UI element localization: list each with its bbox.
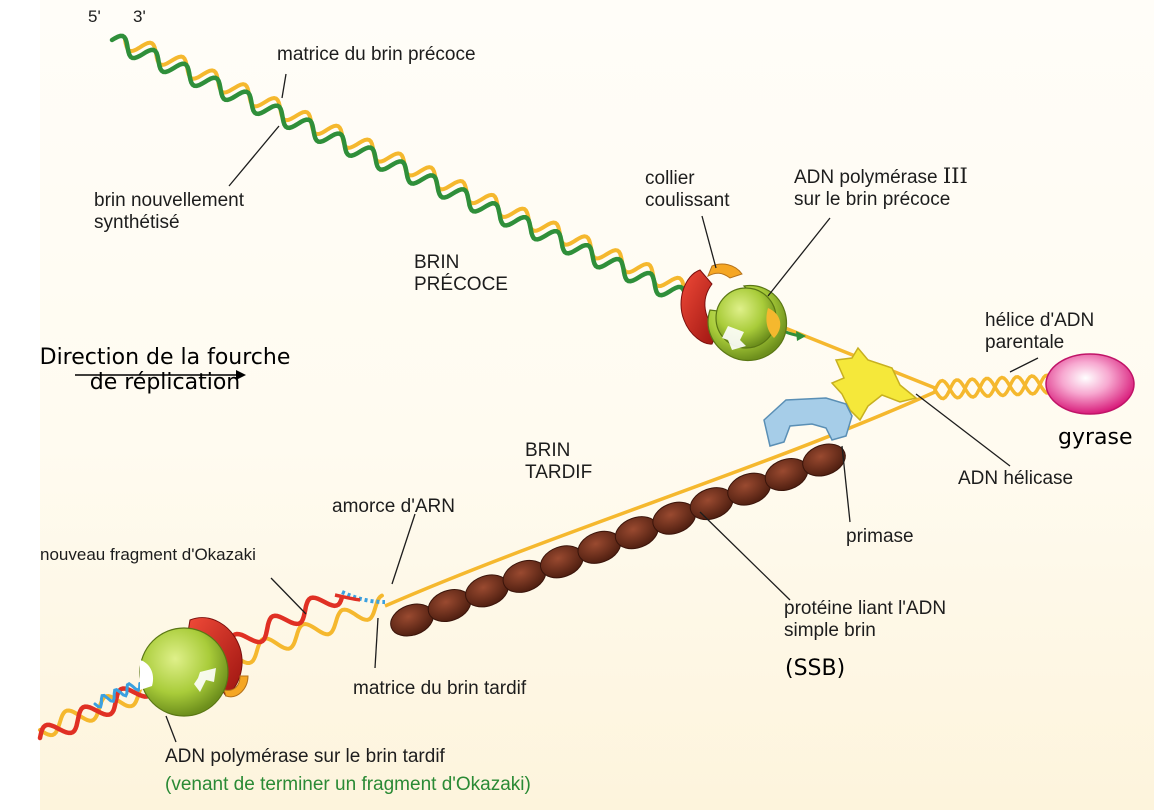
left-margin	[0, 0, 40, 810]
direction-line2: de réplication	[89, 370, 241, 396]
matrice-precoce-label: matrice du brin précoce	[277, 44, 476, 65]
direction-line1: Direction de la fourche	[39, 345, 291, 370]
parental-strand-b	[933, 374, 1053, 400]
polymerase-iii-label: ADN polymérase III sur le brin précoce	[794, 164, 968, 211]
okazaki-label: nouveau fragment d'Okazaki	[40, 545, 256, 564]
ssb-label: protéine liant l'ADN simple brin	[784, 598, 946, 642]
lagging-template-arm	[384, 390, 936, 608]
five-prime-label: 5'	[88, 7, 101, 26]
brin-tardif-line1: BRIN	[525, 440, 571, 461]
ssb-abbr-label: (SSB)	[785, 656, 846, 681]
parental-helix	[933, 373, 1053, 401]
ssb-line2: simple brin	[784, 619, 876, 641]
brin-precoce-label: BRIN PRÉCOCE	[414, 252, 508, 296]
direction-label: Direction de la fourche de réplication	[4, 345, 326, 396]
amorce-label: amorce d'ARN	[332, 496, 455, 517]
matrice-tardif-label: matrice du brin tardif	[353, 678, 527, 699]
leading-template-arm	[759, 316, 936, 390]
polymerase-iii-line1: ADN polymérase III	[794, 164, 968, 189]
polymerase-iii-prefix: ADN polymérase	[794, 167, 943, 188]
brin-precoce-line2: PRÉCOCE	[414, 273, 508, 295]
collier-line1: collier	[645, 168, 695, 189]
polymerase-iii-line2: sur le brin précoce	[794, 188, 951, 210]
leader-lines	[165, 73, 1039, 743]
helice-label: hélice d'ADN parentale	[985, 310, 1094, 354]
polymerase-iii-roman: III	[942, 164, 968, 188]
leading-polymerase	[680, 263, 788, 362]
brin-tardif-label: BRIN TARDIF	[525, 440, 592, 484]
leading-strand-helix	[109, 33, 703, 308]
parental-strand-a	[933, 373, 1052, 401]
brin-nouveau-line1: brin nouvellement	[94, 190, 244, 211]
primase-label: primase	[846, 526, 914, 547]
gyrase-label: gyrase	[1058, 425, 1133, 450]
brin-tardif-line2: TARDIF	[525, 461, 593, 483]
leading-new-strand	[109, 33, 690, 308]
rna-primer-lead	[334, 593, 361, 602]
gyrase-icon	[1045, 353, 1135, 415]
collier-line2: coulissant	[645, 189, 730, 211]
pol-tardif-note: (venant de terminer un fragment d'Okazak…	[165, 774, 531, 795]
ssb-line1: protéine liant l'ADN	[784, 598, 947, 619]
helicase-label: ADN hélicase	[958, 468, 1074, 489]
brin-nouveau-label: brin nouvellement synthétisé	[94, 190, 244, 234]
previous-rna-primer	[93, 682, 142, 709]
three-prime-label: 3'	[133, 7, 146, 26]
helicase-icon	[830, 346, 918, 422]
primase-icon	[763, 397, 853, 447]
ssb-protein	[802, 443, 846, 477]
pol-tardif-label: ADN polymérase sur le brin tardif	[165, 746, 445, 767]
brin-nouveau-line2: synthétisé	[94, 211, 180, 233]
collier-label: collier coulissant	[645, 168, 730, 212]
helice-line2: parentale	[985, 331, 1065, 353]
helice-line1: hélice d'ADN	[985, 310, 1095, 331]
lagging-polymerase	[139, 617, 249, 717]
ssb-proteins	[390, 443, 846, 637]
brin-precoce-line1: BRIN	[414, 252, 460, 273]
